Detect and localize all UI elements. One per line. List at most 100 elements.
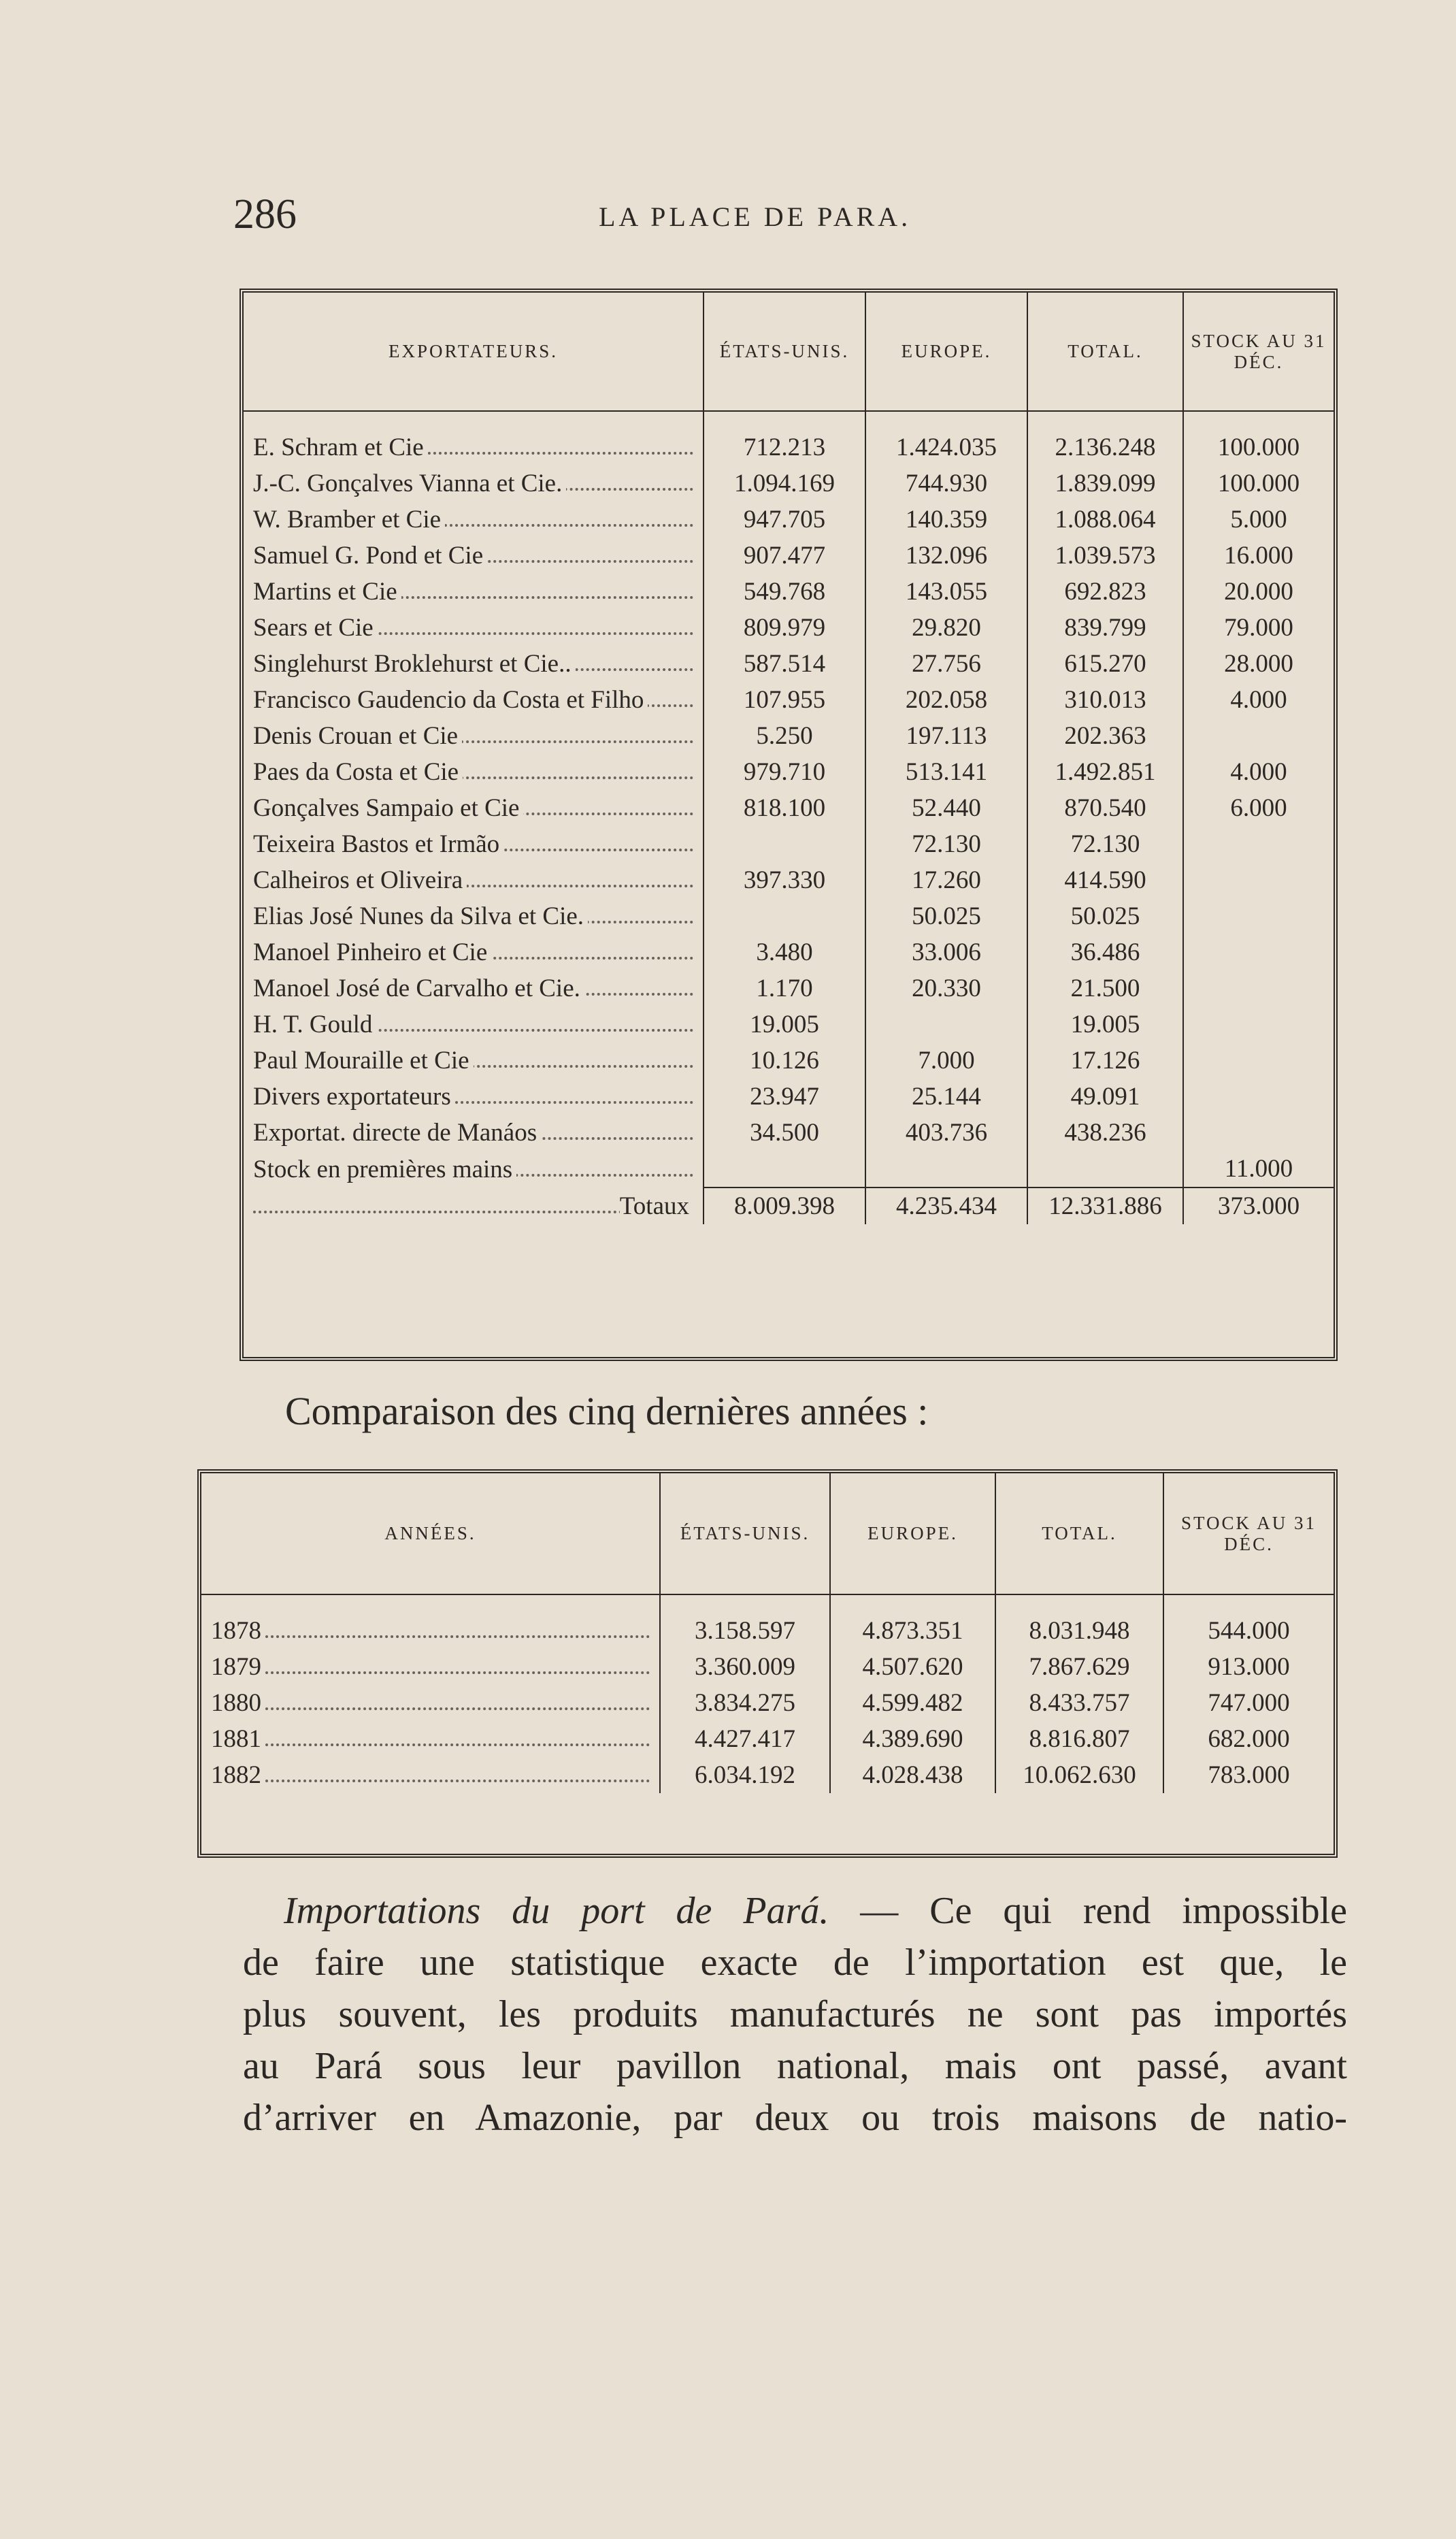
table-row: Paul Mouraille et Cie 10.126 7.000 17.126 <box>244 1043 1334 1079</box>
table-cell <box>703 898 865 934</box>
table-cell: 19.005 <box>1027 1006 1183 1043</box>
table-cell: 744.930 <box>865 465 1027 502</box>
table-cell: 1.088.064 <box>1027 502 1183 538</box>
table-row: Paes da Costa et Cie 979.710 513.141 1.492.… <box>244 754 1334 790</box>
table-cell: 72.130 <box>1027 826 1183 862</box>
table-cell <box>1182 862 1334 898</box>
table-cell <box>1182 1115 1334 1151</box>
table-cell: 4.235.434 <box>865 1187 1027 1224</box>
cell-text: Francisco Gaudencio da Costa et Filho <box>253 686 648 714</box>
table-cell: 1881 <box>201 1721 660 1757</box>
table-cell: 3.158.597 <box>659 1594 830 1649</box>
table-cell: 16.000 <box>1182 538 1334 574</box>
table-cell: 8.433.757 <box>995 1685 1163 1721</box>
table-cell: 50.025 <box>865 898 1027 934</box>
table-cell: 1.492.851 <box>1027 754 1183 790</box>
table-cell: 72.130 <box>865 826 1027 862</box>
table-cell: 50.025 <box>1027 898 1183 934</box>
table-cell: 310.013 <box>1027 682 1183 718</box>
paragraph: Importations du port de Pará. — Ce qui r… <box>243 1885 1347 2144</box>
table-cell: Francisco Gaudencio da Costa et Filho <box>244 682 704 718</box>
table-row: 1882 6.034.192 4.028.438 10.062.630 783.000 <box>201 1757 1334 1793</box>
table-cell: 8.009.398 <box>703 1187 865 1224</box>
table-row: Singlehurst Broklehurst et Cie.. 587.514 2… <box>244 646 1334 682</box>
column-header: TOTAL. <box>995 1473 1163 1595</box>
table-cell: 36.486 <box>1027 934 1183 970</box>
table-cell: Calheiros et Oliveira <box>244 862 704 898</box>
table-cell: 5.000 <box>1182 502 1334 538</box>
column-header: EUROPE. <box>829 1473 995 1595</box>
table-cell <box>1027 1151 1183 1187</box>
table-cell: 4.427.417 <box>659 1721 830 1757</box>
column-header: STOCK AU 31 DÉC. <box>1182 293 1334 412</box>
page-number: 286 <box>233 191 297 237</box>
table-cell: 839.799 <box>1027 610 1183 646</box>
table-cell: 34.500 <box>703 1115 865 1151</box>
cell-text: Paul Mouraille et Cie <box>253 1047 474 1075</box>
table-cell: 49.091 <box>1027 1079 1183 1115</box>
cell-text: Manoel José de Carvalho et Cie. <box>253 974 584 1002</box>
table-cell: 140.359 <box>865 502 1027 538</box>
table-cell: 549.768 <box>703 574 865 610</box>
cell-text: 1879 <box>211 1653 265 1681</box>
table-cell: H. T. Gould <box>244 1006 704 1043</box>
table-cell: 513.141 <box>865 754 1027 790</box>
table-cell: 8.816.807 <box>995 1721 1163 1757</box>
table-cell: Stock en premières mains <box>244 1151 704 1187</box>
table-cell: Paes da Costa et Cie <box>244 754 704 790</box>
table-row: Manoel Pinheiro et Cie 3.480 33.006 36.486 <box>244 934 1334 970</box>
cell-text: Singlehurst Broklehurst et Cie.. <box>253 650 576 678</box>
table-cell: 8.031.948 <box>995 1594 1163 1649</box>
column-header: STOCK AU 31 DÉC. <box>1163 1473 1334 1595</box>
table-cell: 202.363 <box>1027 718 1183 754</box>
table-cell: 414.590 <box>1027 862 1183 898</box>
table-cell <box>865 1151 1027 1187</box>
cell-text: W. Bramber et Cie <box>253 506 446 534</box>
table-cell <box>703 1151 865 1187</box>
table-cell: 438.236 <box>1027 1115 1183 1151</box>
line-text: — Ce qui rend impossible <box>860 1890 1348 1932</box>
table-cell <box>1182 1079 1334 1115</box>
table-row: H. T. Gould 19.005 19.005 <box>244 1006 1334 1043</box>
table-cell: 1879 <box>201 1649 660 1685</box>
table-cell: 913.000 <box>1163 1649 1334 1685</box>
table-cell: 79.000 <box>1182 610 1334 646</box>
table-row: Stock en premières mains 11.000 <box>244 1151 1334 1187</box>
text-line: Importations du port de Pará. — Ce qui r… <box>243 1885 1347 1937</box>
table-row: 1879 3.360.009 4.507.620 7.867.629 913.000 <box>201 1649 1334 1685</box>
table-cell: W. Bramber et Cie <box>244 502 704 538</box>
table-cell: 4.000 <box>1182 682 1334 718</box>
table-row: Francisco Gaudencio da Costa et Filho 107… <box>244 682 1334 718</box>
table-cell: 4.028.438 <box>829 1757 995 1793</box>
table-row: Elias José Nunes da Silva et Cie. 50.025 5… <box>244 898 1334 934</box>
table-cell: Gonçalves Sampaio et Cie <box>244 790 704 826</box>
table-cell: 397.330 <box>703 862 865 898</box>
table-cell: 3.834.275 <box>659 1685 830 1721</box>
table-cell: Teixeira Bastos et Irmão <box>244 826 704 862</box>
table-cell: 20.000 <box>1182 574 1334 610</box>
table-cell: 11.000 <box>1182 1151 1334 1187</box>
table-cell: Manoel José de Carvalho et Cie. <box>244 970 704 1006</box>
italic-lead: Importations du port de Pará. <box>284 1890 829 1932</box>
text-line: d’arriver en Amazonie, par deux ou trois… <box>243 2092 1347 2144</box>
table-cell: 23.947 <box>703 1079 865 1115</box>
cell-text: Martins et Cie <box>253 578 401 606</box>
table-cell: J.-C. Gonçalves Vianna et Cie. <box>244 465 704 502</box>
table-cell <box>1182 934 1334 970</box>
table-cell: 10.126 <box>703 1043 865 1079</box>
text-line: au Pará sous leur pavillon national, mai… <box>243 2040 1347 2092</box>
table-cell: 615.270 <box>1027 646 1183 682</box>
table-cell: Martins et Cie <box>244 574 704 610</box>
table-cell: 1882 <box>201 1757 660 1793</box>
table-cell: 52.440 <box>865 790 1027 826</box>
table-row: Martins et Cie 549.768 143.055 692.823 20.00… <box>244 574 1334 610</box>
table-cell: 2.136.248 <box>1027 411 1183 465</box>
table-cell: 143.055 <box>865 574 1027 610</box>
table-row: Totaux 8.009.398 4.235.434 12.331.886 373.00… <box>244 1187 1334 1224</box>
running-title: LA PLACE DE PARA. <box>599 201 912 232</box>
line-text: plus souvent, les produits manufacturés … <box>243 1993 1347 2035</box>
table-cell: E. Schram et Cie <box>244 411 704 465</box>
cell-text: Denis Crouan et Cie <box>253 722 463 750</box>
